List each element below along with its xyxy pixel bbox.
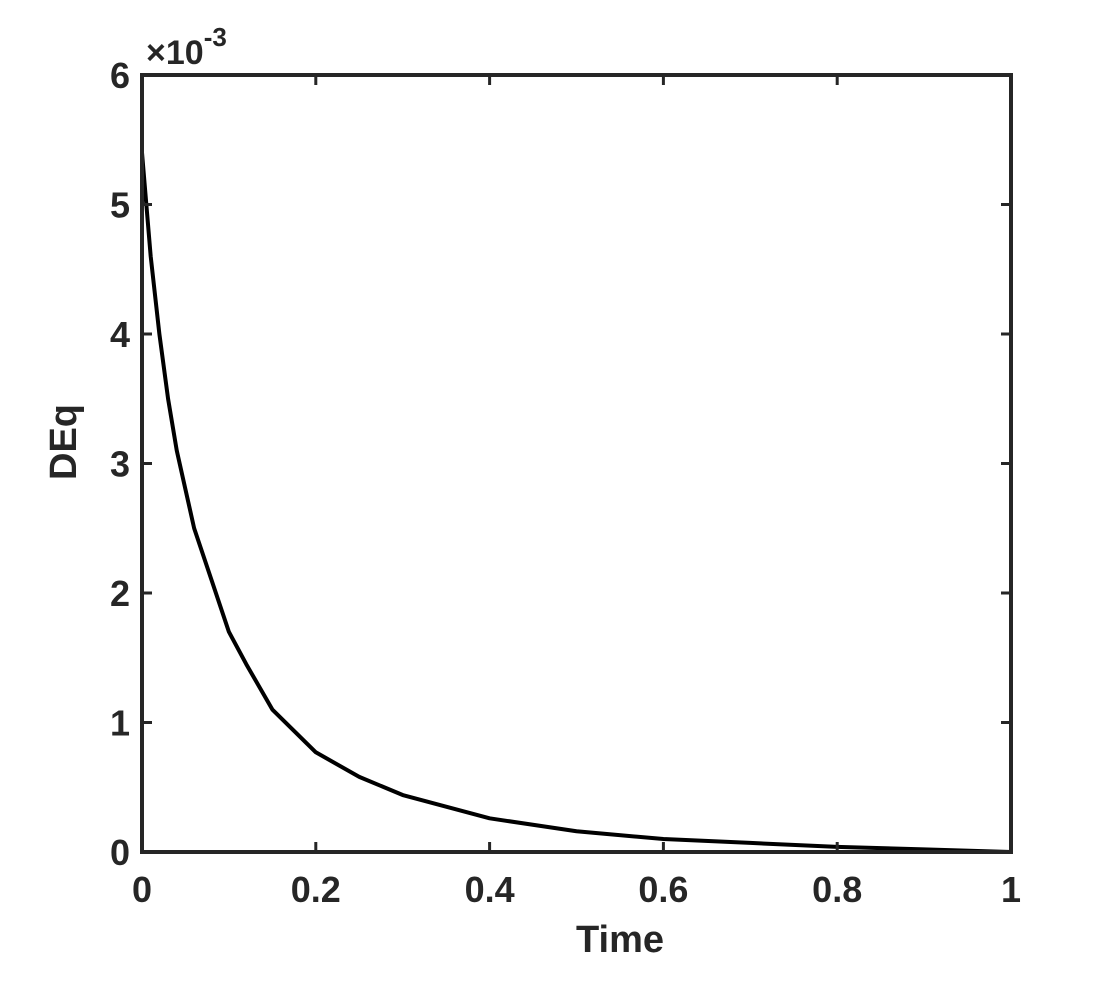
- multiplier-base: ×10: [146, 34, 204, 72]
- x-tick-label: 0.8: [812, 869, 862, 910]
- y-axis-label: DEq: [43, 404, 85, 480]
- y-tick-label: 4: [110, 314, 130, 355]
- x-tick-label: 0.6: [638, 869, 688, 910]
- y-tick-label: 1: [110, 703, 130, 744]
- multiplier-exponent: -3: [204, 22, 227, 52]
- plot-frame: [140, 73, 1013, 854]
- y-tick-label: 2: [110, 573, 130, 614]
- y-tick-label: 0: [110, 832, 130, 873]
- x-tick-label: 1: [1001, 869, 1021, 910]
- x-axis-label: Time: [576, 919, 664, 961]
- y-tick-label: 3: [110, 444, 130, 485]
- y-tick-label: 5: [110, 185, 130, 226]
- x-tick-label: 0: [132, 869, 152, 910]
- y-multiplier: ×10-3: [146, 22, 227, 72]
- y-tick-label: 6: [110, 55, 130, 96]
- data-line: [140, 152, 1012, 854]
- x-tick-label: 0.4: [465, 869, 515, 910]
- x-tick-label: 0.2: [291, 869, 341, 910]
